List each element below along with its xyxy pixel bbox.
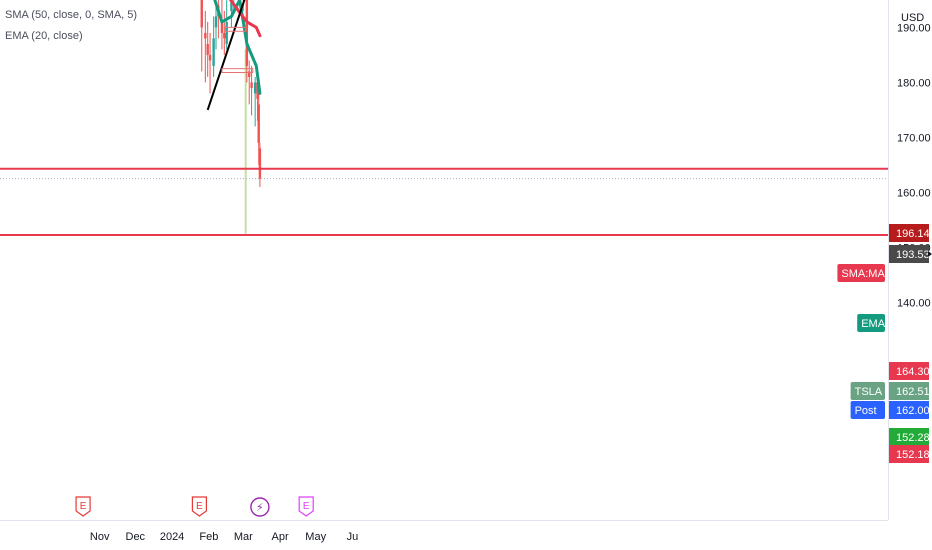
y-tick-label: 160.00 [897,187,931,199]
x-tick-label: May [305,531,326,543]
sma-indicator-label: SMA (50, close, 0, SMA, 5) [5,9,138,21]
price-tag-label: SMA:MA [841,268,885,280]
x-tick-label: Apr [272,531,289,543]
red-box-1[interactable] [224,26,247,32]
price-tag-value: 162.51 [896,386,930,398]
earnings-badge [75,496,91,517]
price-tag-label: EMA [861,318,886,330]
price-tag-label: TSLA [855,386,883,398]
dividend-glyph: ⚡ [256,501,264,514]
red-box-2[interactable] [221,68,254,74]
price-tag-value: 152.18 [896,449,930,461]
price-tag-box [889,362,929,380]
candle-body [250,82,253,88]
earnings-badge [191,496,207,517]
y-tick-label: 140.00 [897,297,931,309]
candle-body [248,71,251,77]
x-tick-label: Nov [90,531,110,543]
candle[interactable] [208,32,212,94]
candle[interactable] [223,10,226,55]
candle[interactable] [220,0,224,50]
candle-body [253,82,257,94]
price-tag[interactable]: SMA:MA [837,264,885,282]
y-tick-label: 190.00 [897,22,931,34]
price-tag[interactable]: 152.28 [889,428,930,446]
price-tag[interactable]: 162.00 Post [850,401,930,419]
price-tag-value: 193.53 [896,249,930,261]
price-tag-value: 196.14 [896,228,930,240]
dividend-badge [250,497,270,517]
price-tag-box [889,401,929,419]
price-tag-label-box [857,314,885,332]
earnings-badge [298,496,314,517]
candle[interactable] [258,142,262,187]
sma-line[interactable] [50,0,262,38]
earnings-letter: E [196,501,203,512]
ema-indicator-legend[interactable]: EMA (20, close) [5,30,83,42]
price-cursor-arrow [928,251,932,257]
y-tick-label: 180.00 [897,77,931,89]
candle[interactable] [233,0,235,11]
ema-line[interactable] [50,0,262,95]
x-tick-label: 2024 [160,531,184,543]
earnings-letter: E [303,501,310,512]
price-tag[interactable]: 196.14 [889,224,930,242]
price-tag-label-box [837,264,885,282]
candle-body [245,0,249,66]
price-tag[interactable]: 193.53 [889,245,930,263]
price-tag-value: 164.30 [896,366,930,378]
candle[interactable] [206,21,209,77]
candle-body [206,43,209,55]
price-tag-box [889,445,929,463]
x-tick-label: Ju [347,531,359,543]
dividend-icon[interactable]: ⚡ [250,497,270,517]
candle-body [200,0,203,28]
price-tag[interactable]: 162.51 TSLA [850,382,930,400]
candle[interactable] [248,60,251,105]
candle[interactable] [225,0,228,50]
price-tag-label-box [850,382,885,400]
wedge-lower-line[interactable] [206,0,257,111]
price-tag[interactable]: 164.30 [889,362,930,380]
price-tag-value: 152.28 [896,432,930,444]
candle-body [258,148,262,179]
y-tick-label: 170.00 [897,132,931,144]
candle-body [214,16,218,28]
candle-body [230,0,233,11]
earnings-icon[interactable]: E [75,496,91,517]
candle-body [208,54,212,61]
plot-area[interactable] [0,0,888,520]
x-tick-label: Mar [234,531,253,543]
price-tag-label-box [850,401,885,419]
x-tick-label: Dec [126,531,146,543]
price-tag-box [889,428,929,446]
candle[interactable] [212,16,215,77]
ema-indicator-label: EMA (20, close) [5,30,83,42]
earnings-letter: E [80,501,87,512]
currency-label: USD [901,12,924,24]
price-tag-label: Post [855,405,877,417]
x-tick-label: Feb [199,531,218,543]
candle-body [257,104,260,143]
price-tag-box [889,245,929,263]
candle[interactable] [250,65,253,116]
price-tag[interactable]: 152.18 [889,445,930,463]
price-tag[interactable]: EMA [857,314,886,332]
candle[interactable] [253,76,257,127]
earnings-icon[interactable]: E [298,496,314,517]
candle[interactable] [204,10,207,83]
candle-body [220,21,224,33]
earnings-icon[interactable]: E [191,496,207,517]
candle-body [256,82,259,99]
price-tag-box [889,224,929,242]
sma-indicator-legend[interactable]: SMA (50, close, 0, SMA, 5) [5,9,137,21]
candle[interactable] [200,0,203,72]
price-tag-value: 162.00 [896,405,930,417]
candle-body [223,32,226,39]
candle-body [204,32,207,39]
candle-body [225,21,228,44]
price-tag-box [889,382,929,400]
candle-body [212,38,215,66]
